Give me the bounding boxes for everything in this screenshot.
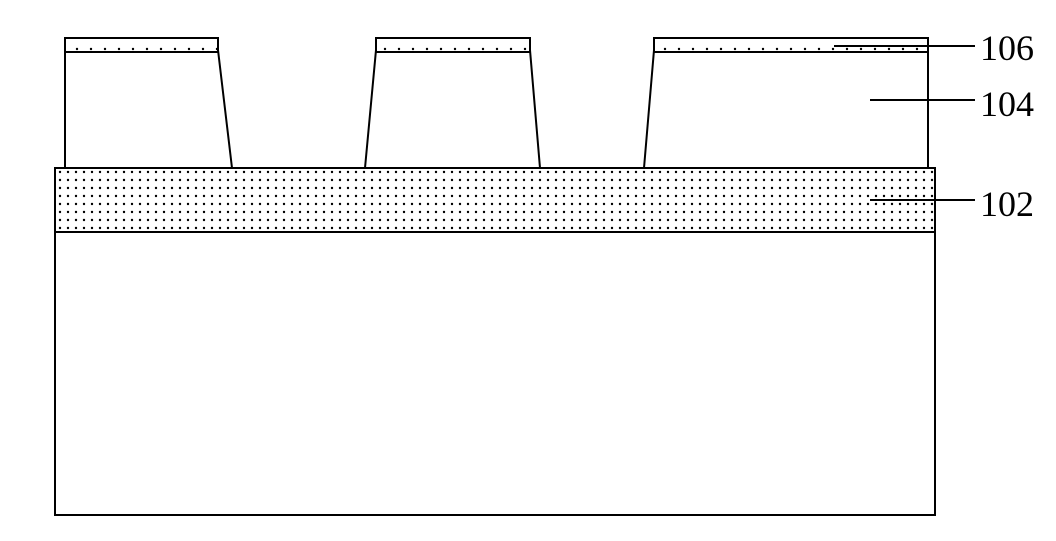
label-106: 106: [980, 27, 1034, 69]
layer-104-pillar: [65, 50, 232, 168]
layer-104-pillar: [644, 50, 928, 168]
substrate-region: [55, 232, 935, 515]
label-104: 104: [980, 83, 1034, 125]
layer-106-cap: [376, 38, 530, 52]
label-102: 102: [980, 183, 1034, 225]
layer-106-cap: [65, 38, 218, 52]
layer-104-pillar: [365, 50, 540, 168]
cross-section-diagram: [55, 38, 935, 515]
layer-102-band: [55, 168, 935, 232]
